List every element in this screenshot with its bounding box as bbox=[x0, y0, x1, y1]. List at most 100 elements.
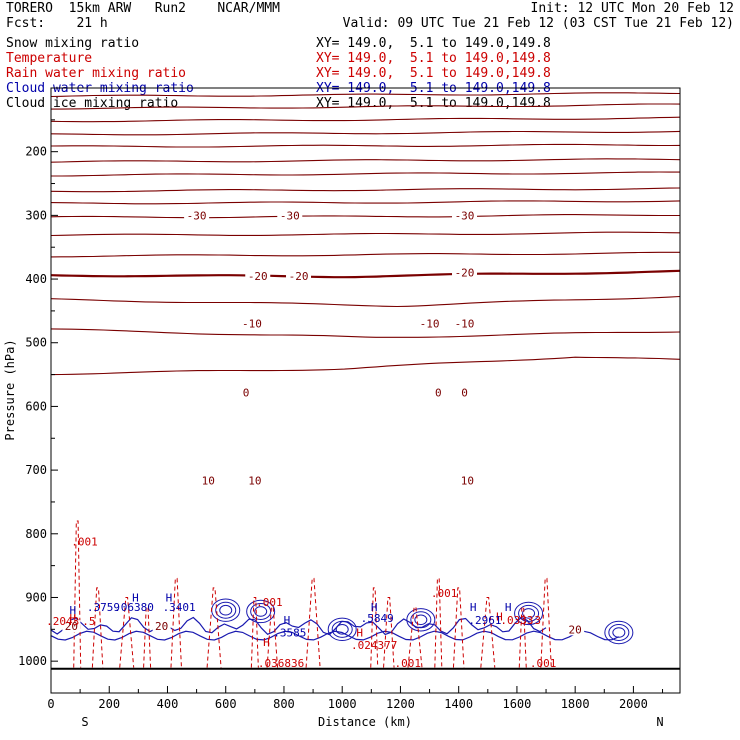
x-tick-label: 200 bbox=[98, 697, 120, 711]
y-tick-label: 300 bbox=[25, 208, 47, 222]
x-tick-label: 1000 bbox=[328, 697, 357, 711]
temperature-label: -30 bbox=[187, 209, 207, 222]
rain-contour bbox=[540, 577, 552, 668]
x-tick-label: 400 bbox=[157, 697, 179, 711]
y-tick-label: 1000 bbox=[18, 654, 47, 668]
cloud-water-cell bbox=[254, 606, 268, 617]
cloud-water-cell bbox=[215, 601, 237, 619]
contour-value-label: .5849 bbox=[361, 612, 394, 625]
temperature-label: 10 bbox=[248, 474, 261, 487]
rain-contour bbox=[250, 596, 259, 668]
cloud-water-cell bbox=[522, 608, 536, 619]
contour-value-label: .001 bbox=[71, 535, 98, 548]
max-marker: H bbox=[356, 627, 363, 640]
temp-label-bg bbox=[62, 620, 81, 633]
max-marker: H bbox=[470, 601, 477, 614]
temp-label-bg bbox=[458, 474, 477, 487]
max-marker: H bbox=[70, 604, 77, 617]
contour-value-label: .3585 bbox=[273, 627, 306, 640]
contour-value-label: .0333 bbox=[500, 614, 533, 627]
legend-rain-label: Rain water mixing ratio bbox=[6, 66, 187, 81]
contour-value-label: .3 bbox=[528, 614, 541, 627]
isotherm-m10 bbox=[50, 231, 681, 237]
contour-value-label: .3401 bbox=[163, 601, 196, 614]
rain-contour bbox=[170, 577, 182, 668]
temperature-label: -30 bbox=[280, 209, 300, 222]
header-forecast-hour: Fcst: 21 h bbox=[6, 16, 108, 31]
x-tick-label: 2000 bbox=[619, 697, 648, 711]
contour-value-label: .001 bbox=[431, 587, 458, 600]
x-tick-label: 600 bbox=[215, 697, 237, 711]
contour-value-label: .036836 bbox=[258, 657, 304, 670]
cloud-water-cell bbox=[331, 620, 353, 638]
temp-label-bg bbox=[277, 209, 303, 222]
temp-label-bg bbox=[245, 269, 271, 282]
x-endpoint-south: S bbox=[81, 715, 88, 729]
temp-label-bg bbox=[432, 386, 444, 399]
temp-label-bg bbox=[452, 209, 478, 222]
temp-label-bg bbox=[286, 269, 312, 282]
temp-label-bg bbox=[199, 474, 218, 487]
rain-contour bbox=[73, 520, 82, 668]
y-tick-label: 900 bbox=[25, 590, 47, 604]
temperature-label: 0 bbox=[243, 386, 250, 399]
isotherm-m30 bbox=[51, 171, 680, 177]
cloud-water-cell bbox=[410, 611, 432, 629]
legend-rain-xy: XY= 149.0, 5.1 to 149.0,149.8 bbox=[316, 66, 551, 81]
header-model-line: TORERO 15km ARW Run2 NCAR/MMM bbox=[6, 1, 280, 16]
header-init-time: Init: 12 UTC Mon 20 Feb 12 bbox=[530, 1, 735, 16]
temperature-label: 20 bbox=[569, 623, 582, 636]
temperature-label: 20 bbox=[155, 620, 168, 633]
temperature-label: 0 bbox=[435, 386, 442, 399]
contour-value-label: .024377 bbox=[351, 639, 397, 652]
temp-label-bg bbox=[566, 623, 585, 636]
temperature-label: -10 bbox=[455, 318, 475, 331]
temperature-label: 20 bbox=[65, 620, 78, 633]
contour-value-label: .06380 bbox=[114, 601, 154, 614]
rain-contour bbox=[143, 606, 152, 668]
rain-contour bbox=[452, 587, 465, 668]
rain-contour bbox=[480, 596, 496, 668]
contour-value-label: .2043 bbox=[46, 615, 79, 628]
x-tick-label: 0 bbox=[47, 697, 54, 711]
y-tick-label: 600 bbox=[25, 399, 47, 413]
isotherm-0 bbox=[50, 269, 681, 279]
x-tick-label: 800 bbox=[273, 697, 295, 711]
cloud-water-cell bbox=[327, 617, 357, 642]
y-tick-label: 800 bbox=[25, 527, 47, 541]
rain-contour bbox=[305, 577, 321, 668]
cloud-water-cell bbox=[514, 601, 544, 626]
cloud-water-band bbox=[50, 616, 547, 636]
temperature-label: -20 bbox=[455, 267, 475, 280]
isotherm-20 bbox=[50, 356, 681, 376]
contour-value-label: .001 bbox=[256, 596, 283, 609]
rain-contour bbox=[266, 606, 279, 668]
temperature-label: -20 bbox=[289, 270, 309, 283]
max-marker: H bbox=[496, 611, 503, 624]
rain-contour bbox=[206, 587, 222, 668]
legend-snow-label: Snow mixing ratio bbox=[6, 36, 140, 51]
plot-frame bbox=[50, 87, 681, 694]
rain-contour bbox=[383, 596, 395, 668]
isotherm-m60 bbox=[50, 92, 681, 98]
y-tick-label: 700 bbox=[25, 463, 47, 477]
max-marker: H bbox=[70, 612, 77, 625]
cloud-water-cell bbox=[608, 624, 630, 641]
legend-temperature-xy: XY= 149.0, 5.1 to 149.0,149.8 bbox=[316, 51, 551, 66]
rain-contour bbox=[434, 577, 443, 668]
isotherm-m55 bbox=[51, 103, 681, 110]
temp-label-bg bbox=[417, 317, 443, 330]
contour-value-label: .001 bbox=[530, 657, 557, 670]
x-endpoint-north: N bbox=[656, 715, 663, 729]
header-valid-time: Valid: 09 UTC Tue 21 Feb 12 (03 CST Tue … bbox=[342, 16, 734, 31]
isotherm-m5 bbox=[50, 251, 680, 258]
cloud-water-cell bbox=[335, 624, 349, 635]
y-tick-label: 200 bbox=[25, 145, 47, 159]
isotherm-m20 bbox=[50, 200, 681, 205]
temp-label-bg bbox=[152, 620, 171, 633]
x-tick-label: 1600 bbox=[502, 697, 531, 711]
rain-contour bbox=[407, 606, 423, 668]
temp-label-bg bbox=[459, 386, 471, 399]
y-tick-label: 400 bbox=[25, 272, 47, 286]
